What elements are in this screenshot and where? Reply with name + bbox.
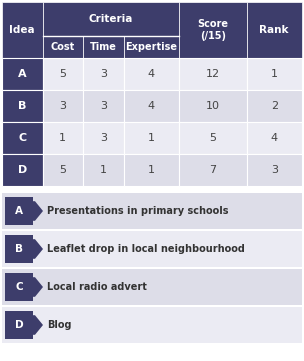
Bar [2, 122, 43, 154]
Polygon shape [33, 239, 43, 259]
Bar [247, 154, 302, 186]
Bar [123, 90, 179, 122]
Polygon shape [33, 277, 43, 297]
Bar [5, 235, 33, 263]
Text: Criteria: Criteria [88, 14, 133, 24]
Bar [2, 90, 43, 122]
Text: Presentations in primary schools: Presentations in primary schools [47, 206, 229, 216]
Bar [2, 154, 43, 186]
Text: Blog: Blog [47, 320, 71, 330]
Bar [2, 193, 302, 229]
Text: 4: 4 [148, 69, 155, 79]
Bar [123, 36, 179, 58]
Text: Cost: Cost [51, 42, 75, 52]
Text: Idea: Idea [9, 25, 35, 35]
Text: 3: 3 [100, 101, 107, 111]
Text: 5: 5 [209, 133, 216, 143]
Text: 7: 7 [209, 165, 216, 175]
Text: B: B [18, 101, 26, 111]
Text: C: C [15, 282, 23, 292]
Text: 3: 3 [100, 133, 107, 143]
Text: 5: 5 [59, 165, 66, 175]
Text: 10: 10 [206, 101, 220, 111]
Bar [2, 269, 302, 305]
Polygon shape [33, 315, 43, 335]
Text: 3: 3 [271, 165, 278, 175]
Bar [247, 122, 302, 154]
Text: 3: 3 [59, 101, 66, 111]
Bar [179, 90, 247, 122]
Bar [2, 307, 302, 343]
Bar [5, 273, 33, 301]
Text: 12: 12 [206, 69, 220, 79]
Text: D: D [18, 165, 27, 175]
Text: 4: 4 [271, 133, 278, 143]
Text: 1: 1 [59, 133, 66, 143]
Bar [43, 90, 83, 122]
Text: 3: 3 [100, 69, 107, 79]
Bar [179, 2, 247, 58]
Bar [123, 154, 179, 186]
Text: Expertise: Expertise [125, 42, 177, 52]
Bar [123, 122, 179, 154]
Bar [83, 36, 123, 58]
Polygon shape [33, 201, 43, 221]
Text: A: A [15, 206, 23, 216]
Text: Time: Time [90, 42, 117, 52]
Bar [2, 2, 43, 58]
Bar [83, 90, 123, 122]
Text: 1: 1 [148, 165, 155, 175]
Bar [179, 58, 247, 90]
Bar [83, 122, 123, 154]
Text: C: C [18, 133, 26, 143]
Bar [247, 58, 302, 90]
Bar [2, 58, 43, 90]
Bar [179, 154, 247, 186]
Bar [5, 311, 33, 339]
Bar [247, 2, 302, 58]
Bar [123, 58, 179, 90]
Text: Local radio advert: Local radio advert [47, 282, 147, 292]
Text: 1: 1 [100, 165, 107, 175]
Text: 2: 2 [271, 101, 278, 111]
Text: B: B [15, 244, 23, 254]
Bar [2, 231, 302, 267]
Bar [43, 154, 83, 186]
Text: Rank: Rank [260, 25, 289, 35]
Text: Leaflet drop in local neighbourhood: Leaflet drop in local neighbourhood [47, 244, 245, 254]
Bar [179, 122, 247, 154]
Text: D: D [15, 320, 23, 330]
Bar [5, 197, 33, 225]
Text: 1: 1 [271, 69, 278, 79]
Text: A: A [18, 69, 26, 79]
Bar [43, 122, 83, 154]
Bar [247, 90, 302, 122]
Bar [83, 58, 123, 90]
Bar [43, 2, 179, 36]
Text: 4: 4 [148, 101, 155, 111]
Bar [83, 154, 123, 186]
Text: 1: 1 [148, 133, 155, 143]
Text: Score
(/15): Score (/15) [197, 19, 228, 41]
Text: 5: 5 [59, 69, 66, 79]
Bar [43, 36, 83, 58]
Bar [43, 58, 83, 90]
